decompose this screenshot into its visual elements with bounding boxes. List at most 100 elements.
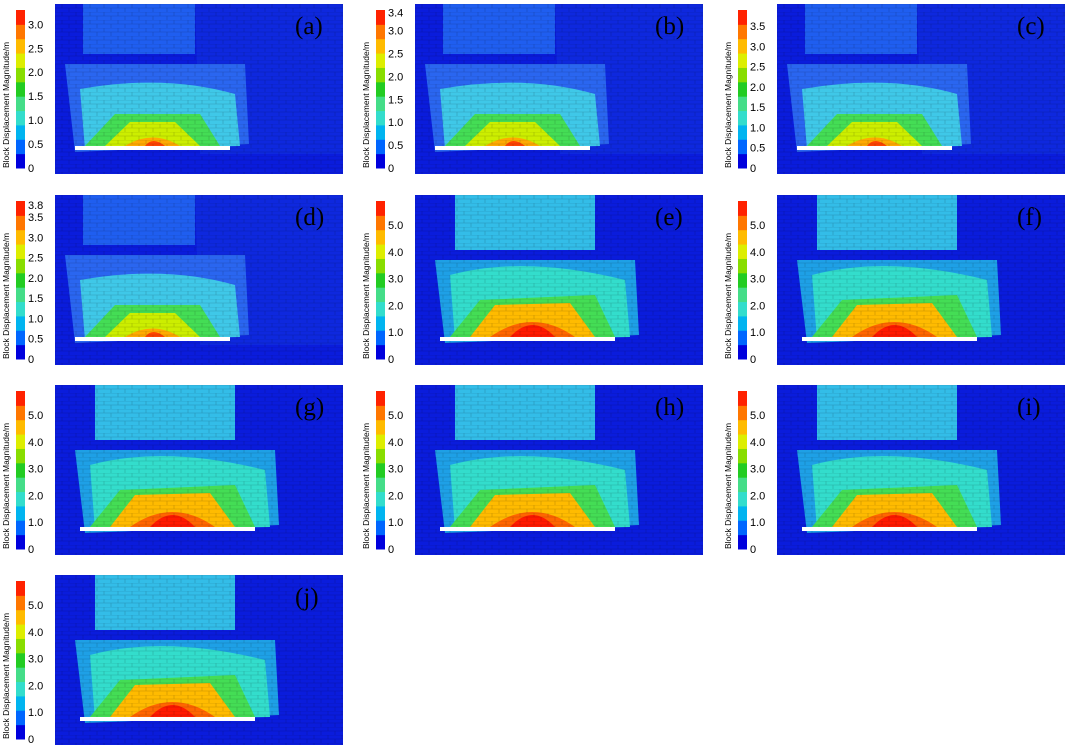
- colorbar-tick-label: 3.0: [750, 274, 765, 286]
- colorbar-segment: [738, 244, 747, 259]
- colorbar-title: Block Displacement Magnitude/m: [1, 613, 11, 739]
- goaf-strip: [75, 337, 230, 341]
- colorbar-tick-label: 5.0: [388, 410, 403, 422]
- colorbar-title: Block Displacement Magnitude/m: [361, 423, 371, 549]
- colorbar-segment: [16, 24, 25, 40]
- block-mesh: [415, 385, 703, 555]
- colorbar-tick-label: 4.0: [388, 247, 403, 259]
- colorbar-segment: [16, 38, 25, 54]
- panel-c: 3.5 3.0 2.5 2.0 1.5 1.0 0.5 0 Block Displacement…: [723, 4, 1065, 175]
- colorbar-segment: [738, 215, 747, 231]
- block-mesh: [55, 575, 343, 745]
- colorbar-segment: [16, 638, 25, 654]
- colorbar-segment: [376, 419, 385, 435]
- colorbar-tick-label: 0.5: [388, 140, 403, 152]
- colorbar-tick-label: 2.5: [28, 253, 43, 265]
- colorbar-tick-label: 4.0: [28, 437, 43, 449]
- panel-label: (h): [655, 394, 684, 421]
- colorbar-segment: [16, 477, 25, 493]
- panel-i: 5.0 4.0 3.0 2.0 1.0 0 Block Displacement Magni…: [723, 385, 1065, 556]
- colorbar-segment: [16, 53, 25, 68]
- colorbar-segment: [376, 258, 385, 274]
- colorbar-segment: [376, 287, 385, 303]
- colorbar-title: Block Displacement Magnitude/m: [723, 233, 733, 359]
- colorbar-segment: [738, 201, 747, 216]
- colorbar-segment: [16, 229, 25, 245]
- colorbar-tick-label: 3.5: [28, 212, 43, 224]
- colorbar-segment: [16, 520, 25, 536]
- colorbar-segment: [16, 609, 25, 625]
- colorbar-segment: [738, 534, 747, 550]
- panel-label: (a): [295, 13, 323, 40]
- colorbar-segment: [376, 272, 385, 288]
- colorbar-segment: [376, 96, 385, 112]
- colorbar-tick-label: 5.0: [750, 220, 765, 232]
- colorbar-segment: [16, 67, 25, 83]
- colorbar-segment: [376, 24, 385, 40]
- colorbar-segment: [16, 153, 25, 169]
- colorbar-segment: [376, 110, 385, 126]
- colorbar-segment: [738, 505, 747, 521]
- colorbar-segment: [376, 244, 385, 259]
- colorbar-segment: [16, 110, 25, 126]
- colorbar-segment: [376, 448, 385, 464]
- colorbar-title: Block Displacement Magnitude/m: [1, 423, 11, 549]
- colorbar-tick-label: 0: [750, 544, 756, 556]
- colorbar-title: Block Displacement Magnitude/m: [723, 42, 733, 168]
- colorbar-segment: [376, 153, 385, 169]
- colorbar-tick-label: 1.0: [28, 313, 43, 325]
- displacement-field: (j): [55, 575, 343, 745]
- colorbar-segment: [376, 491, 385, 507]
- colorbar-segment: [16, 724, 25, 740]
- displacement-field: (d): [55, 195, 343, 365]
- colorbar-segment: [16, 272, 25, 288]
- displacement-field: (h): [415, 385, 703, 555]
- goaf-strip: [440, 337, 615, 341]
- colorbar-segment: [16, 344, 25, 360]
- colorbar-tick-label: 5.0: [388, 220, 403, 232]
- colorbar-segment: [738, 124, 747, 140]
- block-mesh: [777, 4, 1065, 174]
- colorbar-segment: [376, 434, 385, 449]
- colorbar-title: Block Displacement Magnitude/m: [361, 233, 371, 359]
- colorbar-segment: [16, 301, 25, 317]
- colorbar-segment: [16, 419, 25, 435]
- colorbar-segment: [376, 344, 385, 360]
- colorbar-segment: [738, 38, 747, 54]
- displacement-field: (b): [415, 4, 703, 174]
- colorbar-tick-label: 3.0: [388, 26, 403, 38]
- colorbar-segment: [376, 67, 385, 83]
- colorbar-segment: [738, 139, 747, 155]
- colorbar-segment: [16, 244, 25, 259]
- colorbar-tick-label: 2.0: [28, 67, 43, 79]
- colorbar-tick-label: 2.0: [28, 273, 43, 285]
- colorbar-segment: [16, 505, 25, 521]
- colorbar-segment: [16, 315, 25, 331]
- panel-e: 5.0 4.0 3.0 2.0 1.0 0 Block Displacement Magni…: [361, 195, 703, 366]
- goaf-strip: [435, 146, 590, 150]
- colorbar-tick-label: 3.0: [388, 464, 403, 476]
- colorbar-segment: [16, 81, 25, 97]
- panel-g: 5.0 4.0 3.0 2.0 1.0 0 Block Displacement Magni…: [1, 385, 343, 556]
- colorbar-tick-label: 1.5: [28, 293, 43, 305]
- colorbar-segment: [16, 287, 25, 303]
- colorbar-tick-label: 4.0: [388, 437, 403, 449]
- colorbar-segment: [16, 330, 25, 346]
- block-mesh: [415, 195, 703, 365]
- displacement-field: (g): [55, 385, 343, 555]
- colorbar-segment: [16, 652, 25, 668]
- panel-a: 3.0 2.5 2.0 1.5 1.0 0.5 0 Block Displacement Ma…: [1, 4, 343, 175]
- panel-j: 5.0 4.0 3.0 2.0 1.0 0 Block Displacement Magni…: [1, 575, 343, 746]
- panel-b: 3.4 3.0 2.5 2.0 1.5 1.0 0.5 0 Block Displacement…: [361, 4, 703, 175]
- colorbar-tick-label: 3.0: [388, 274, 403, 286]
- colorbar-segment: [16, 124, 25, 140]
- colorbar-tick-label: 0: [28, 734, 34, 746]
- goaf-strip: [80, 527, 255, 531]
- colorbar-segment: [16, 10, 25, 25]
- colorbar-segment: [376, 330, 385, 346]
- colorbar-segment: [738, 344, 747, 360]
- colorbar-tick-label: 4.0: [28, 627, 43, 639]
- panel-d: 3.83.5 3.0 2.5 2.0 1.5 1.0 0.5 0 Block Displacem…: [1, 195, 343, 366]
- colorbar-segment: [738, 330, 747, 346]
- colorbar-title: Block Displacement Magnitude/m: [1, 233, 11, 359]
